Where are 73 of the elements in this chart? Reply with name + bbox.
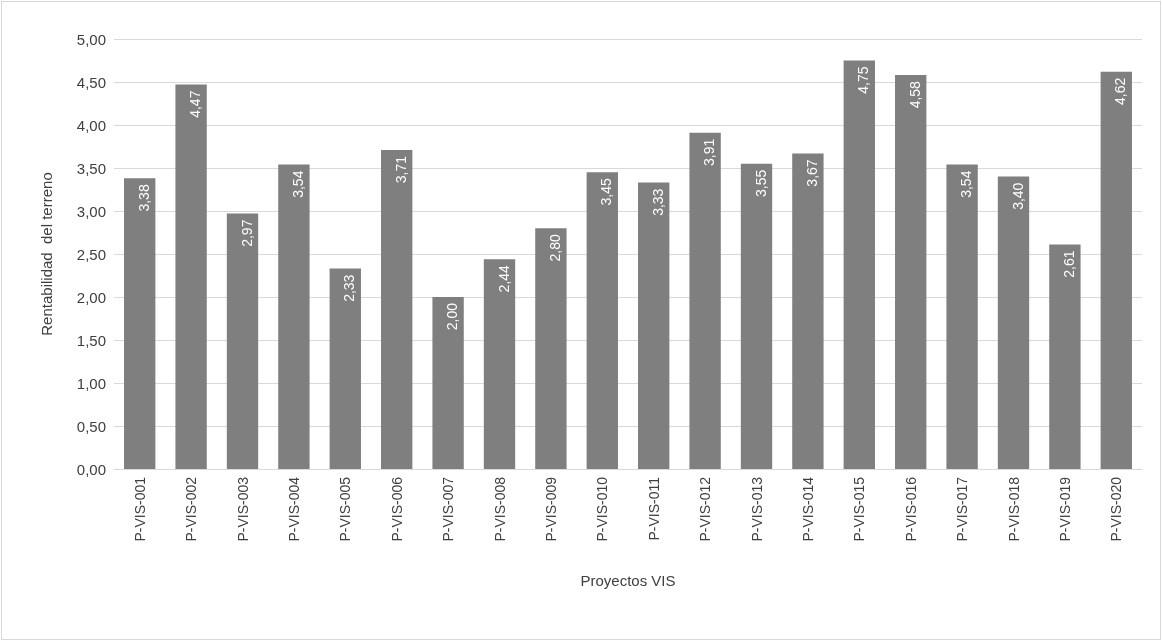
x-tick-label: P-VIS-015	[851, 476, 868, 542]
data-label: 3,38	[135, 184, 152, 212]
data-label: 3,33	[649, 188, 666, 216]
x-tick-label: P-VIS-014	[799, 476, 816, 542]
bar	[124, 178, 156, 469]
x-tick-label: P-VIS-007	[440, 476, 457, 542]
bar	[535, 228, 567, 469]
bar	[1049, 244, 1081, 469]
bar	[638, 182, 670, 469]
x-tick-label: P-VIS-020	[1108, 476, 1125, 542]
data-label: 3,40	[1009, 182, 1026, 210]
data-label: 2,44	[495, 264, 512, 293]
bar	[895, 75, 927, 469]
bar	[432, 297, 464, 469]
y-tick-label: 1,50	[76, 331, 106, 349]
data-label: 4,62	[1112, 77, 1129, 105]
data-label: 2,00	[444, 302, 461, 331]
bar	[689, 132, 721, 469]
x-tick-label: P-VIS-009	[542, 476, 559, 542]
x-tick-label: P-VIS-018	[1005, 476, 1022, 542]
bar	[483, 259, 516, 469]
x-tick-label: P-VIS-006	[388, 476, 405, 542]
y-tick-label: 2,00	[76, 288, 106, 306]
bar	[329, 268, 361, 469]
bar	[1100, 71, 1132, 469]
bar	[740, 163, 773, 469]
bar	[843, 60, 875, 469]
bar	[792, 153, 824, 469]
y-tick-label: 3,00	[76, 202, 106, 220]
x-tick-label: P-VIS-001	[131, 476, 148, 542]
x-tick-label: P-VIS-013	[748, 476, 765, 542]
x-tick-label: P-VIS-008	[491, 476, 508, 542]
x-tick-label: P-VIS-004	[285, 476, 302, 542]
data-label: 3,67	[803, 159, 820, 187]
x-tick-label: P-VIS-003	[234, 476, 251, 542]
bar	[946, 164, 978, 469]
data-label: 3,55	[752, 169, 769, 197]
x-tick-label: P-VIS-010	[594, 476, 611, 542]
data-label: 2,33	[341, 274, 358, 302]
y-tick-label: 4,00	[76, 116, 106, 134]
data-label: 3,45	[598, 178, 615, 206]
x-tick-label: P-VIS-016	[902, 476, 919, 542]
data-label: 2,80	[546, 233, 563, 262]
bar	[997, 176, 1030, 469]
y-tick-label: 1,00	[76, 374, 106, 392]
bar	[226, 213, 259, 469]
bar	[175, 84, 207, 469]
data-label: 4,75	[855, 66, 872, 94]
y-tick-label: 4,50	[76, 73, 106, 91]
data-label: 3,54	[289, 170, 306, 198]
data-label: 3,54	[958, 170, 975, 198]
x-tick-label: P-VIS-017	[954, 476, 971, 542]
data-label: 3,71	[392, 155, 409, 184]
y-tick-label: 3,50	[76, 159, 106, 177]
data-label: 2,97	[238, 219, 255, 247]
x-tick-label: P-VIS-002	[183, 476, 200, 542]
x-axis-title: Proyectos VIS	[580, 572, 676, 589]
y-tick-label: 5,00	[76, 30, 106, 48]
bar	[381, 149, 413, 469]
data-label: 4,58	[906, 80, 923, 109]
bar	[586, 172, 618, 469]
y-tick-label: 0,00	[76, 460, 106, 478]
x-tick-label: P-VIS-011	[645, 476, 662, 541]
data-label: 2,61	[1060, 250, 1077, 278]
y-axis-title: Rentabilidad del terreno	[38, 172, 55, 336]
y-tick-label: 2,50	[76, 245, 106, 263]
data-label: 4,47	[187, 90, 204, 118]
bar	[278, 164, 310, 469]
data-label: 3,91	[701, 138, 718, 166]
y-tick-label: 0,50	[76, 417, 106, 435]
x-tick-label: P-VIS-005	[337, 476, 354, 542]
x-tick-label: P-VIS-019	[1056, 476, 1073, 542]
x-tick-label: P-VIS-012	[697, 476, 714, 542]
